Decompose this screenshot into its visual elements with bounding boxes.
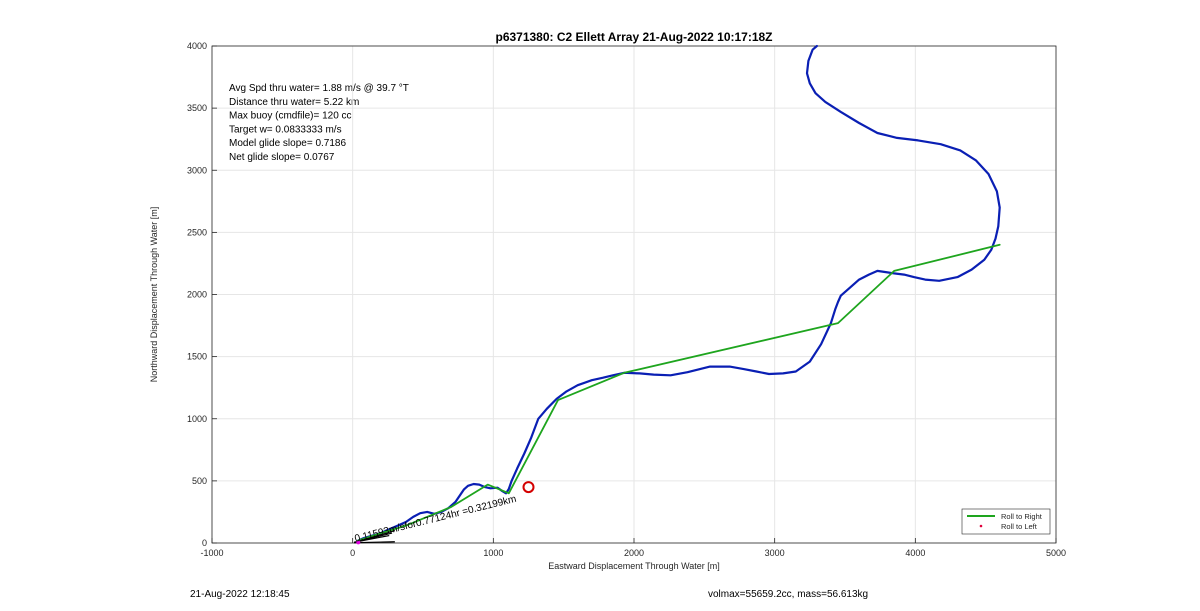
legend-label: Roll to Left [1001,522,1038,531]
legend-box [961,508,1051,535]
x-tick-label: 1000 [483,548,503,558]
stat-line: Max buoy (cmdfile)= 120 cc [229,111,352,122]
y-tick-label: 2000 [187,290,207,300]
x-tick-label: 0 [350,548,355,558]
start-point [356,540,361,545]
stat-line: Net glide slope= 0.0767 [229,152,335,163]
stats-block: Avg Spd thru water= 1.88 m/s @ 39.7 °T Di… [229,83,409,163]
legend-label: Roll to Right [1001,512,1043,521]
y-tick-label: 500 [192,476,207,486]
x-tick-label: 4000 [905,548,925,558]
x-tick-label: 3000 [765,548,785,558]
footer-timestamp: 21-Aug-2022 12:18:45 [190,589,290,600]
stat-line: Target w= 0.0833333 m/s [229,124,342,135]
roll-right-series-line [357,243,1001,542]
y-tick-label: 3500 [187,103,207,113]
y-tick-label: 3000 [187,165,207,175]
stat-line: Avg Spd thru water= 1.88 m/s @ 39.7 °T [229,83,409,94]
heading-vector [353,534,390,543]
footer-summary: volmax=55659.2cc, mass=56.613kg [708,589,869,600]
y-tick-label: 1000 [187,414,207,424]
track-series-line [357,44,1001,542]
y-tick-label: 0 [202,538,207,548]
y-tick-label: 2500 [187,227,207,237]
marker-circle [522,481,535,494]
axes-box [211,45,1057,544]
x-tick-label: 5000 [1046,548,1066,558]
chart-title: p6371380: C2 Ellett Array 21-Aug-2022 10… [495,30,772,44]
x-tick-label: 2000 [624,548,644,558]
x-tick-label: -1000 [200,548,223,558]
y-tick-label: 4000 [187,41,207,51]
x-axis-label: Eastward Displacement Through Water [m] [548,561,720,571]
stat-line: Model glide slope= 0.7186 [229,138,346,149]
stat-line: Distance thru water= 5.22 km [229,97,359,108]
y-axis-label: Northward Displacement Through Water [m] [149,207,159,383]
legend-swatch-dot [979,524,983,528]
heading-vectors [353,530,396,544]
heading-vector [354,541,395,544]
y-tick-label: 1500 [187,352,207,362]
